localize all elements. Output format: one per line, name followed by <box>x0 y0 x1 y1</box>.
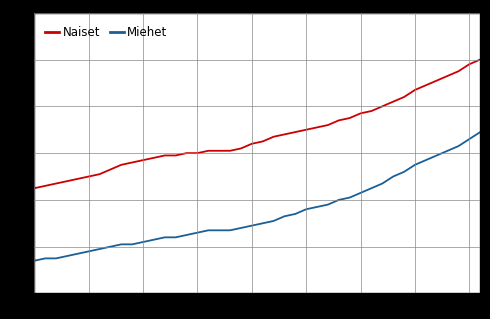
Miehet <box>129 242 135 246</box>
Naiset <box>336 118 342 122</box>
Line: Miehet: Miehet <box>34 132 480 261</box>
Naiset <box>379 104 385 108</box>
Miehet <box>336 198 342 202</box>
Miehet <box>477 130 483 134</box>
Miehet <box>238 226 244 230</box>
Legend: Naiset, Miehet: Naiset, Miehet <box>40 21 172 44</box>
Miehet <box>303 207 309 211</box>
Naiset <box>42 184 48 188</box>
Naiset <box>119 163 124 167</box>
Naiset <box>270 135 276 139</box>
Miehet <box>358 191 364 195</box>
Naiset <box>173 153 179 157</box>
Naiset <box>260 139 266 143</box>
Naiset <box>444 74 450 78</box>
Miehet <box>31 259 37 263</box>
Miehet <box>140 240 146 244</box>
Miehet <box>151 238 157 241</box>
Naiset <box>249 142 255 146</box>
Line: Naiset: Naiset <box>34 60 480 188</box>
Miehet <box>195 231 200 234</box>
Naiset <box>477 58 483 62</box>
Miehet <box>434 153 440 157</box>
Naiset <box>325 123 331 127</box>
Miehet <box>368 186 374 190</box>
Miehet <box>412 163 418 167</box>
Miehet <box>75 252 81 256</box>
Miehet <box>216 228 222 232</box>
Miehet <box>456 144 462 148</box>
Miehet <box>97 247 102 251</box>
Naiset <box>401 95 407 99</box>
Miehet <box>249 224 255 227</box>
Miehet <box>119 242 124 246</box>
Miehet <box>86 249 92 253</box>
Miehet <box>260 221 266 225</box>
Naiset <box>216 149 222 153</box>
Naiset <box>423 83 429 87</box>
Naiset <box>97 172 102 176</box>
Miehet <box>184 233 190 237</box>
Miehet <box>390 174 396 178</box>
Naiset <box>184 151 190 155</box>
Naiset <box>390 100 396 104</box>
Miehet <box>270 219 276 223</box>
Naiset <box>195 151 200 155</box>
Naiset <box>314 125 320 129</box>
Miehet <box>42 256 48 260</box>
Naiset <box>347 116 353 120</box>
Miehet <box>53 256 59 260</box>
Naiset <box>140 158 146 162</box>
Miehet <box>227 228 233 232</box>
Miehet <box>205 228 211 232</box>
Naiset <box>86 174 92 178</box>
Miehet <box>401 170 407 174</box>
Naiset <box>129 160 135 164</box>
Naiset <box>456 69 462 73</box>
Naiset <box>64 179 70 183</box>
Miehet <box>173 235 179 239</box>
Naiset <box>368 109 374 113</box>
Naiset <box>227 149 233 153</box>
Miehet <box>281 214 287 218</box>
Naiset <box>205 149 211 153</box>
Miehet <box>314 205 320 209</box>
Naiset <box>434 79 440 83</box>
Miehet <box>444 149 450 153</box>
Miehet <box>466 137 472 141</box>
Miehet <box>379 182 385 185</box>
Naiset <box>358 111 364 115</box>
Naiset <box>281 132 287 136</box>
Miehet <box>325 203 331 206</box>
Miehet <box>423 158 429 162</box>
Miehet <box>64 254 70 258</box>
Naiset <box>466 62 472 66</box>
Naiset <box>303 128 309 132</box>
Naiset <box>107 167 113 171</box>
Naiset <box>53 182 59 185</box>
Naiset <box>238 146 244 150</box>
Miehet <box>347 196 353 199</box>
Miehet <box>293 212 298 216</box>
Naiset <box>31 186 37 190</box>
Naiset <box>162 153 168 157</box>
Miehet <box>162 235 168 239</box>
Naiset <box>75 177 81 181</box>
Naiset <box>151 156 157 160</box>
Naiset <box>412 88 418 92</box>
Naiset <box>293 130 298 134</box>
Miehet <box>107 245 113 249</box>
